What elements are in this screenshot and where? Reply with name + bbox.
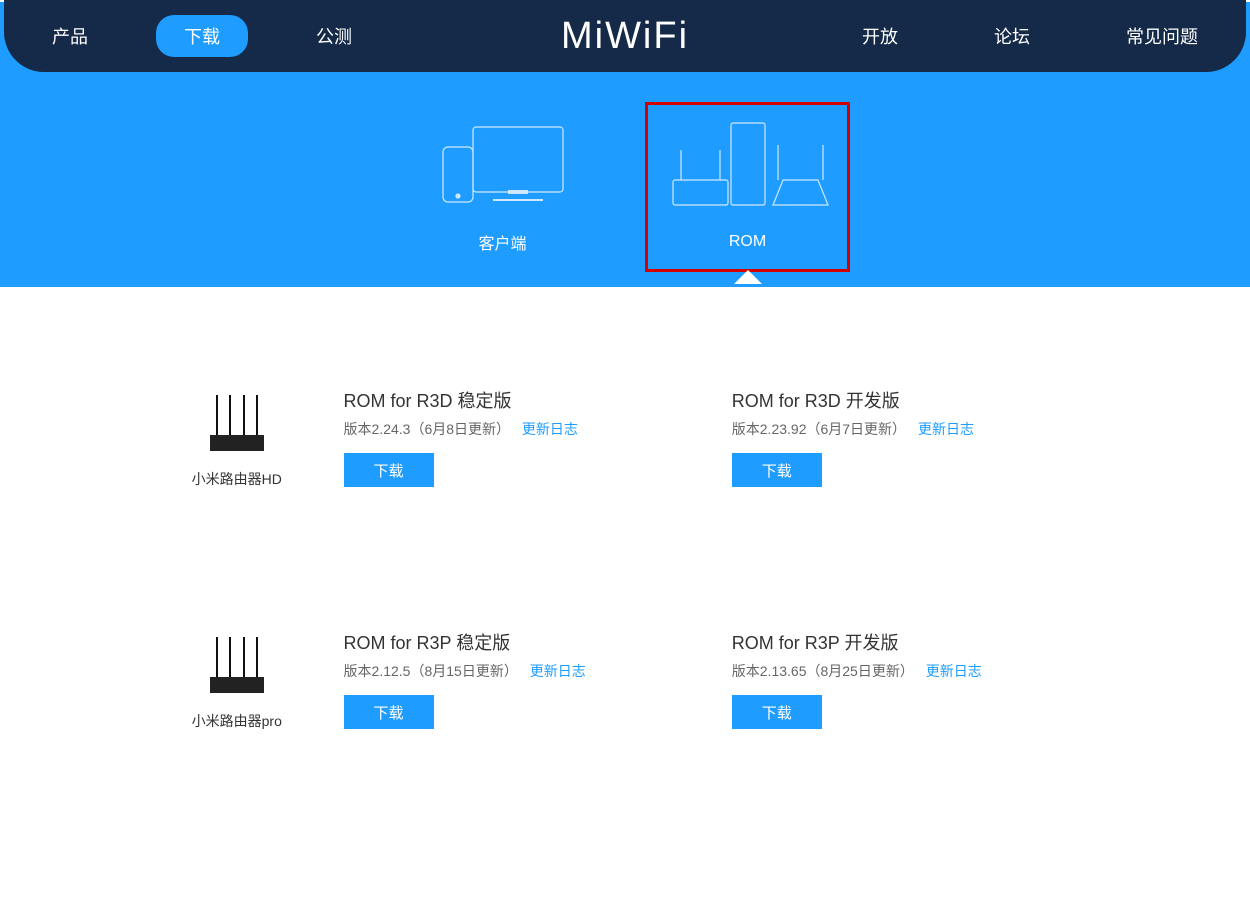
nav-item-product[interactable]: 产品 xyxy=(24,15,116,57)
rom-stable-col: ROM for R3D 稳定版 版本2.24.3（6月8日更新） 更新日志 下载 xyxy=(344,387,732,487)
router-pro-icon xyxy=(202,629,272,699)
download-button[interactable]: 下载 xyxy=(344,453,434,487)
rom-version-text: 版本2.23.92（6月7日更新） xyxy=(732,421,906,437)
rom-version-line: 版本2.12.5（8月15日更新） 更新日志 xyxy=(344,661,732,681)
active-tab-pointer-icon xyxy=(734,270,762,284)
rom-version-line: 版本2.13.65（8月25日更新） 更新日志 xyxy=(732,661,1120,681)
nav-item-download[interactable]: 下载 xyxy=(156,15,248,57)
logo-text: MiWiFi xyxy=(561,15,689,58)
rom-version-text: 版本2.12.5（8月15日更新） xyxy=(344,663,518,679)
hero-tabs: 客户端 ROM xyxy=(400,102,850,272)
content-area: 小米路由器HD ROM for R3D 稳定版 版本2.24.3（6月8日更新）… xyxy=(0,287,1250,911)
product-info-col: 小米路由器pro xyxy=(130,629,344,731)
download-button[interactable]: 下载 xyxy=(344,695,434,729)
router-hd-icon xyxy=(202,387,272,457)
nav-left-group: 产品 下载 公测 xyxy=(4,15,400,57)
changelog-link[interactable]: 更新日志 xyxy=(530,663,586,679)
download-button[interactable]: 下载 xyxy=(732,453,822,487)
rom-stable-col: ROM for R3P 稳定版 版本2.12.5（8月15日更新） 更新日志 下… xyxy=(344,629,732,729)
changelog-link[interactable]: 更新日志 xyxy=(918,421,974,437)
rom-title: ROM for R3P 稳定版 xyxy=(344,629,732,655)
rom-version-text: 版本2.24.3（6月8日更新） xyxy=(344,421,511,437)
rom-version-line: 版本2.24.3（6月8日更新） 更新日志 xyxy=(344,419,732,439)
download-button[interactable]: 下载 xyxy=(732,695,822,729)
rom-dev-col: ROM for R3P 开发版 版本2.13.65（8月25日更新） 更新日志 … xyxy=(732,629,1120,729)
rom-title: ROM for R3D 开发版 xyxy=(732,387,1120,413)
hero-tab-client-label: 客户端 xyxy=(478,230,526,254)
product-name-label: 小米路由器HD xyxy=(192,469,282,489)
hero-tab-client[interactable]: 客户端 xyxy=(400,102,605,272)
changelog-link[interactable]: 更新日志 xyxy=(522,421,578,437)
hero-tab-rom-label: ROM xyxy=(729,233,766,251)
nav-item-faq[interactable]: 常见问题 xyxy=(1098,15,1226,57)
rom-devices-icon xyxy=(663,115,833,215)
hero-tab-rom[interactable]: ROM xyxy=(645,102,850,272)
product-row: 小米路由器pro ROM for R3P 稳定版 版本2.12.5（8月15日更… xyxy=(130,629,1120,731)
rom-version-line: 版本2.23.92（6月7日更新） 更新日志 xyxy=(732,419,1120,439)
rom-title: ROM for R3P 开发版 xyxy=(732,629,1120,655)
nav-right-group: 开放 论坛 常见问题 xyxy=(814,15,1246,57)
nav-item-forum[interactable]: 论坛 xyxy=(966,15,1058,57)
rom-version-text: 版本2.13.65（8月25日更新） xyxy=(732,663,914,679)
product-info-col: 小米路由器HD xyxy=(130,387,344,489)
rom-dev-col: ROM for R3D 开发版 版本2.23.92（6月7日更新） 更新日志 下… xyxy=(732,387,1120,487)
client-devices-icon xyxy=(438,122,568,212)
nav-item-open[interactable]: 开放 xyxy=(834,15,926,57)
changelog-link[interactable]: 更新日志 xyxy=(926,663,982,679)
product-name-label: 小米路由器pro xyxy=(192,711,282,731)
nav-item-beta[interactable]: 公测 xyxy=(288,15,380,57)
top-navbar: 产品 下载 公测 MiWiFi 开放 论坛 常见问题 xyxy=(4,0,1246,72)
product-row: 小米路由器HD ROM for R3D 稳定版 版本2.24.3（6月8日更新）… xyxy=(130,387,1120,489)
rom-title: ROM for R3D 稳定版 xyxy=(344,387,732,413)
